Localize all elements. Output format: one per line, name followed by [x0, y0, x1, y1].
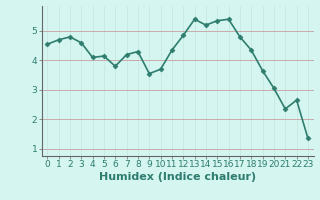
X-axis label: Humidex (Indice chaleur): Humidex (Indice chaleur)	[99, 172, 256, 182]
